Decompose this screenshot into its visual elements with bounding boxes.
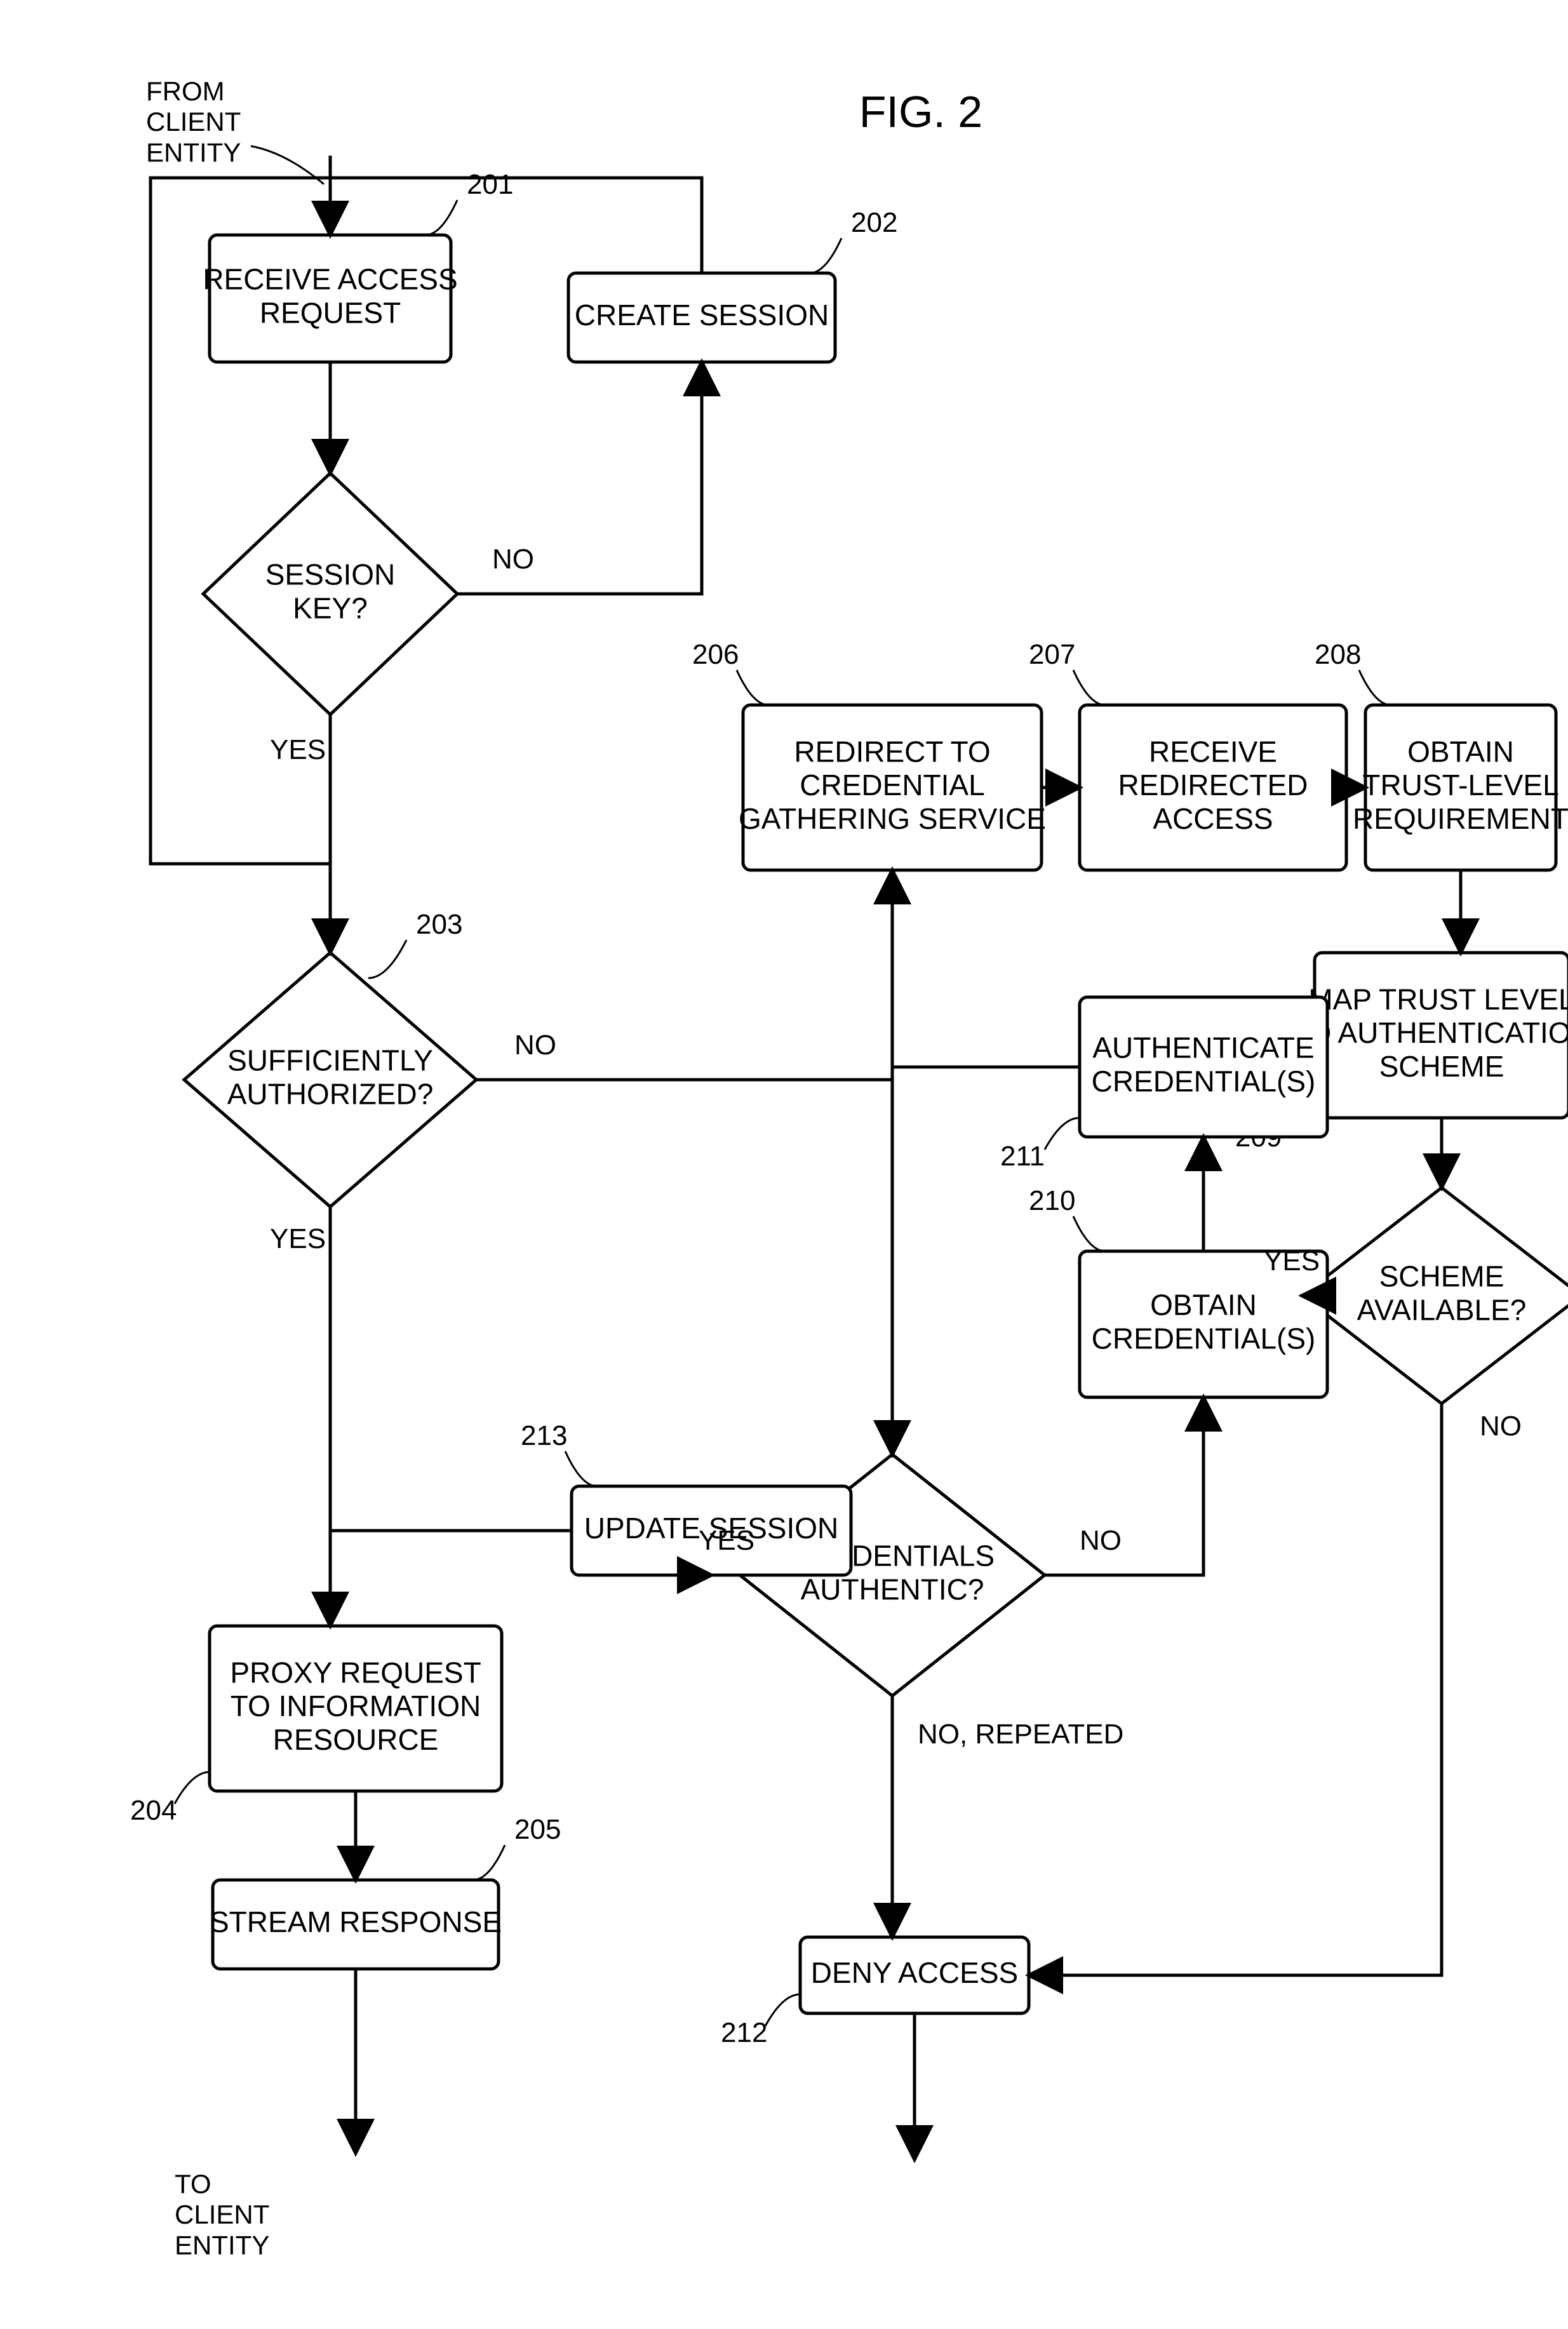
node-n207: RECEIVEREDIRECTEDACCESS 207	[1029, 639, 1346, 870]
edge-label: NO	[492, 544, 534, 575]
node-ref: 210	[1029, 1185, 1075, 1216]
node-ref: 213	[521, 1420, 567, 1451]
node-label: SCHEME	[1379, 1260, 1504, 1293]
node-label: TO INFORMATION	[231, 1689, 481, 1722]
node-label: REQUIREMENT	[1353, 802, 1568, 835]
node-label: GATHERING SERVICE	[739, 802, 1046, 835]
svg-text:TO: TO	[175, 2169, 211, 2199]
node-label: AUTHENTIC?	[801, 1573, 984, 1606]
node-n208: OBTAINTRUST-LEVELREQUIREMENT 208	[1315, 639, 1568, 870]
node-label: RECEIVE ACCESS	[203, 263, 457, 296]
node-label: MAP TRUST LEVEL	[1308, 983, 1568, 1016]
flowchart-diagram: FIG. 2RECEIVE ACCESSREQUEST201SESSIONKEY…	[0, 0, 1568, 2329]
edge-label: NO	[1080, 1525, 1122, 1556]
node-dSession: SESSIONKEY?	[203, 473, 457, 715]
node-label: TRUST-LEVEL	[1362, 769, 1558, 802]
node-label: SUFFICIENTLY	[227, 1044, 433, 1077]
edge	[892, 1067, 1080, 1454]
node-label: SESSION	[265, 558, 396, 591]
node-ref: 212	[721, 2017, 767, 2048]
node-ref: 201	[467, 169, 513, 200]
edge-label: YES	[699, 1525, 754, 1556]
svg-text:CLIENT: CLIENT	[175, 2199, 269, 2229]
node-n212: DENY ACCESS 212	[721, 1937, 1029, 2048]
edge-label: YES	[1264, 1245, 1320, 1277]
node-n210: OBTAINCREDENTIAL(S) 210	[1029, 1185, 1327, 1397]
node-ref: 202	[851, 207, 897, 238]
edge-label: NO	[514, 1030, 556, 1061]
edge-label: NO	[1480, 1411, 1522, 1442]
node-n213: UPDATE SESSION213	[521, 1420, 851, 1575]
node-label: REDIRECT TO	[794, 735, 990, 768]
node-label: STREAM RESPONSE	[210, 1905, 502, 1938]
node-label: RESOURCE	[273, 1723, 439, 1756]
node-ref: 206	[692, 639, 739, 670]
node-n205: STREAM RESPONSE 205	[210, 1814, 561, 1969]
node-label: OBTAIN	[1407, 735, 1514, 768]
figure-title: FIG. 2	[859, 87, 982, 137]
node-label: SCHEME	[1379, 1050, 1504, 1083]
node-ref: 205	[514, 1814, 561, 1845]
node-dAuth: SUFFICIENTLYAUTHORIZED? 203	[184, 909, 476, 1207]
node-ref: 208	[1315, 639, 1361, 670]
svg-text:ENTITY: ENTITY	[146, 137, 241, 167]
node-label: AUTHENTICATE	[1092, 1031, 1314, 1064]
node-label: REDIRECTED	[1118, 769, 1308, 802]
edge-label: YES	[270, 734, 326, 765]
node-label: CREDENTIAL(S)	[1092, 1065, 1316, 1098]
edge-label: YES	[270, 1223, 326, 1254]
svg-text:CLIENT: CLIENT	[146, 107, 241, 137]
node-label: OBTAIN	[1150, 1289, 1257, 1322]
node-n201: RECEIVE ACCESSREQUEST 201	[203, 169, 513, 362]
node-label: RECEIVE	[1149, 735, 1277, 768]
edge	[1045, 1397, 1203, 1575]
svg-text:ENTITY: ENTITY	[175, 2230, 269, 2260]
node-n202: CREATE SESSION 202	[568, 207, 897, 362]
node-label: CREDENTIAL(S)	[1092, 1322, 1316, 1355]
edge	[1029, 1404, 1442, 1975]
node-ref: 204	[130, 1795, 177, 1826]
node-label: CREATE SESSION	[575, 299, 829, 332]
node-label: TO AUTHENTICATION	[1291, 1016, 1568, 1049]
node-label: AUTHORIZED?	[227, 1078, 434, 1111]
node-label: ACCESS	[1153, 802, 1273, 835]
node-ref: 203	[416, 909, 462, 940]
node-dScheme: SCHEMEAVAILABLE?	[1302, 1188, 1568, 1404]
node-label: CREDENTIAL	[800, 769, 984, 802]
edge-label: NO, REPEATED	[918, 1719, 1123, 1750]
node-n204: PROXY REQUESTTO INFORMATIONRESOURCE 204	[130, 1626, 502, 1826]
node-ref: 207	[1029, 639, 1075, 670]
svg-text:FROM: FROM	[146, 76, 225, 106]
node-label: REQUEST	[260, 297, 401, 330]
node-label: KEY?	[293, 592, 368, 625]
node-ref: 211	[1000, 1141, 1045, 1172]
node-n206: REDIRECT TOCREDENTIALGATHERING SERVICE 20…	[692, 639, 1046, 870]
node-label: DENY ACCESS	[811, 1956, 1018, 1989]
node-label: AVAILABLE?	[1357, 1294, 1527, 1327]
node-label: PROXY REQUEST	[230, 1656, 481, 1689]
